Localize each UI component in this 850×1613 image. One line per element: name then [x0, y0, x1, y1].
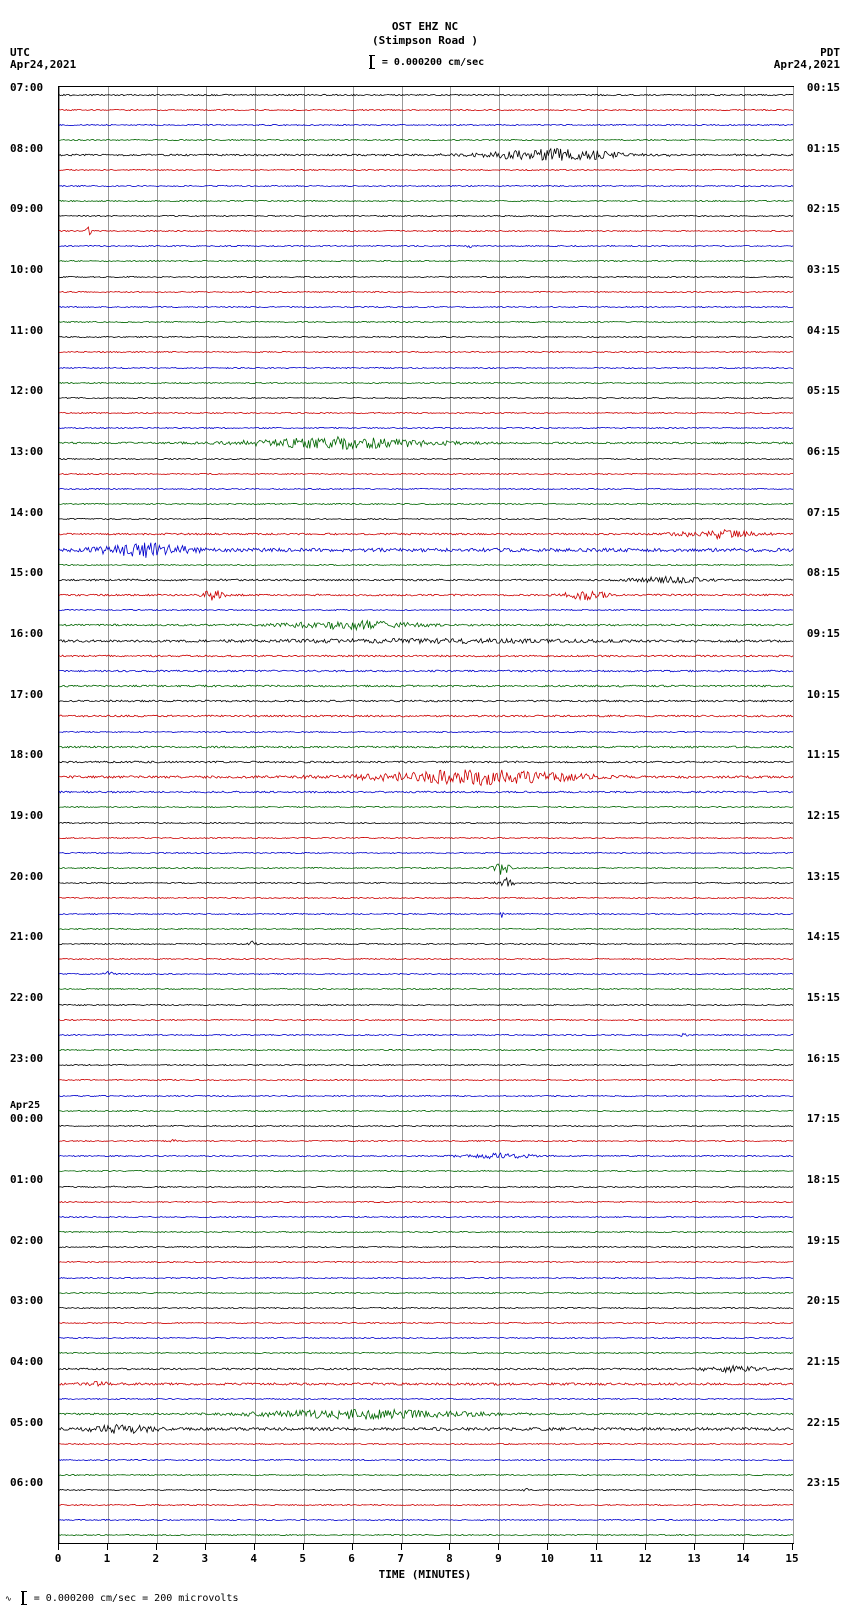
left-time-label: 07:00 [10, 81, 43, 94]
right-time-label: 03:15 [807, 263, 840, 276]
left-time-label: 06:00 [10, 1476, 43, 1489]
right-time-label: 14:15 [807, 930, 840, 943]
scale-label: = 0.000200 cm/sec [0, 55, 850, 69]
x-tick-label: 10 [541, 1552, 554, 1565]
left-time-label: 02:00 [10, 1234, 43, 1247]
left-time-label: 18:00 [10, 748, 43, 761]
right-time-label: 22:15 [807, 1416, 840, 1429]
left-time-label: 09:00 [10, 202, 43, 215]
right-time-label: 05:15 [807, 384, 840, 397]
left-time-label: 10:00 [10, 263, 43, 276]
right-time-label: 04:15 [807, 324, 840, 337]
right-time-label: 09:15 [807, 627, 840, 640]
x-tick-label: 11 [590, 1552, 603, 1565]
title-line1: OST EHZ NC [0, 20, 850, 34]
x-tick-label: 8 [446, 1552, 453, 1565]
grid-line [793, 87, 794, 1543]
x-tick [694, 1544, 695, 1550]
left-time-label: 16:00 [10, 627, 43, 640]
left-time-label: 11:00 [10, 324, 43, 337]
left-time-label: 15:00 [10, 566, 43, 579]
x-tick-label: 13 [688, 1552, 701, 1565]
seismogram-container: OST EHZ NC (Stimpson Road ) = 0.000200 c… [0, 0, 850, 1613]
x-tick [254, 1544, 255, 1550]
x-tick [352, 1544, 353, 1550]
left-time-label: 05:00 [10, 1416, 43, 1429]
left-time-label: 08:00 [10, 142, 43, 155]
x-tick-label: 4 [250, 1552, 257, 1565]
x-axis-title: TIME (MINUTES) [58, 1568, 792, 1581]
x-tick [205, 1544, 206, 1550]
x-tick-label: 1 [104, 1552, 111, 1565]
x-tick-label: 3 [201, 1552, 208, 1565]
left-time-label: 23:00 [10, 1052, 43, 1065]
x-tick [449, 1544, 450, 1550]
pdt-date: Apr24,2021 [774, 58, 840, 71]
right-time-label: 02:15 [807, 202, 840, 215]
left-time-label: 19:00 [10, 809, 43, 822]
x-tick-label: 12 [639, 1552, 652, 1565]
x-tick-label: 7 [397, 1552, 404, 1565]
x-tick [792, 1544, 793, 1550]
date-marker: Apr25 [10, 1100, 40, 1111]
x-tick [401, 1544, 402, 1550]
right-time-label: 20:15 [807, 1294, 840, 1307]
x-tick [547, 1544, 548, 1550]
left-time-label: 03:00 [10, 1294, 43, 1307]
title-line2: (Stimpson Road ) [0, 34, 850, 48]
right-time-label: 18:15 [807, 1173, 840, 1186]
x-tick [645, 1544, 646, 1550]
x-tick [743, 1544, 744, 1550]
left-time-label: 01:00 [10, 1173, 43, 1186]
left-time-label: 20:00 [10, 870, 43, 883]
left-time-label: 04:00 [10, 1355, 43, 1368]
x-tick [303, 1544, 304, 1550]
left-time-label: 00:00 [10, 1112, 43, 1125]
footer-text: = 0.000200 cm/sec = 200 microvolts [34, 1593, 239, 1604]
left-time-label: 13:00 [10, 445, 43, 458]
left-time-label: 22:00 [10, 991, 43, 1004]
x-tick-label: 6 [348, 1552, 355, 1565]
right-time-label: 07:15 [807, 506, 840, 519]
right-time-label: 08:15 [807, 566, 840, 579]
right-time-label: 23:15 [807, 1476, 840, 1489]
right-time-label: 15:15 [807, 991, 840, 1004]
seismic-trace [59, 1520, 793, 1550]
x-tick-label: 14 [736, 1552, 749, 1565]
x-tick-label: 2 [153, 1552, 160, 1565]
right-time-label: 13:15 [807, 870, 840, 883]
x-tick [107, 1544, 108, 1550]
footer-scale-bar-icon [22, 1591, 24, 1605]
right-time-label: 17:15 [807, 1112, 840, 1125]
left-time-label: 12:00 [10, 384, 43, 397]
x-tick-label: 5 [299, 1552, 306, 1565]
x-tick-label: 0 [55, 1552, 62, 1565]
left-time-label: 21:00 [10, 930, 43, 943]
x-tick-label: 9 [495, 1552, 502, 1565]
right-time-label: 00:15 [807, 81, 840, 94]
scale-text: = 0.000200 cm/sec [382, 57, 484, 68]
right-time-label: 19:15 [807, 1234, 840, 1247]
left-time-label: 14:00 [10, 506, 43, 519]
utc-date: Apr24,2021 [10, 58, 76, 71]
scale-bar-icon [370, 55, 372, 69]
plot-area [58, 86, 794, 1544]
x-tick [156, 1544, 157, 1550]
x-tick-label: 15 [785, 1552, 798, 1565]
x-tick [498, 1544, 499, 1550]
right-time-label: 06:15 [807, 445, 840, 458]
header: OST EHZ NC (Stimpson Road ) = 0.000200 c… [0, 20, 850, 69]
footer: ∿ = 0.000200 cm/sec = 200 microvolts [5, 1591, 238, 1605]
right-time-label: 11:15 [807, 748, 840, 761]
right-time-label: 01:15 [807, 142, 840, 155]
x-tick [596, 1544, 597, 1550]
left-time-label: 17:00 [10, 688, 43, 701]
right-time-label: 21:15 [807, 1355, 840, 1368]
right-time-label: 12:15 [807, 809, 840, 822]
right-time-label: 10:15 [807, 688, 840, 701]
x-tick [58, 1544, 59, 1550]
right-time-label: 16:15 [807, 1052, 840, 1065]
